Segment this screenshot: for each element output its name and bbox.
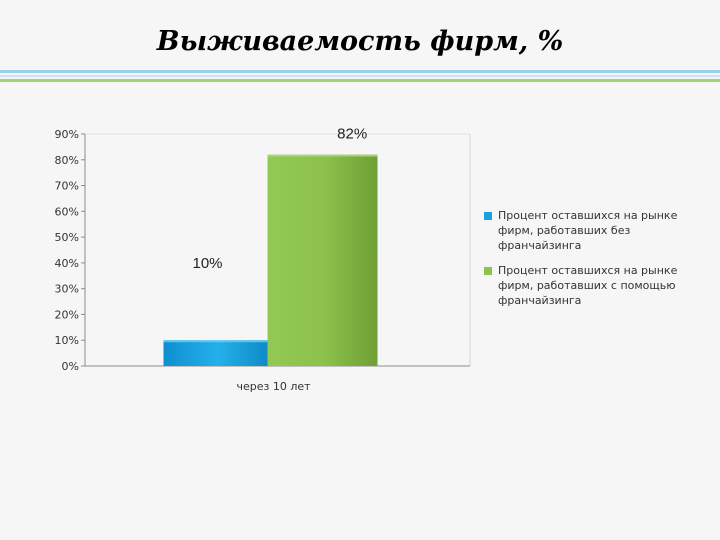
legend-item-series-1: Процент оставшихся на рынке фирм, работа… bbox=[484, 208, 699, 253]
y-tick-label: 10% bbox=[55, 334, 79, 347]
legend-item-series-2: Процент оставшихся на рынке фирм, работа… bbox=[484, 263, 699, 308]
bar-series-1 bbox=[163, 340, 274, 366]
y-tick-label: 20% bbox=[55, 308, 79, 321]
y-tick-label: 60% bbox=[55, 205, 79, 218]
stripe-light-blue bbox=[0, 75, 720, 77]
stripe-blue bbox=[0, 70, 720, 73]
chart-legend: Процент оставшихся на рынке фирм, работа… bbox=[484, 208, 699, 318]
bar-highlight-1 bbox=[163, 340, 274, 343]
data-label-series-2: 82% bbox=[337, 126, 367, 143]
decorative-stripes bbox=[0, 70, 720, 84]
y-tick-label: 0% bbox=[62, 360, 79, 373]
legend-label-series-1: Процент оставшихся на рынке фирм, работа… bbox=[498, 209, 678, 252]
y-tick-label: 80% bbox=[55, 154, 79, 167]
y-tick-label: 30% bbox=[55, 283, 79, 296]
x-category-label: через 10 лет bbox=[236, 380, 311, 393]
slide-title: Выживаемость фирм, % bbox=[156, 26, 564, 57]
legend-swatch-green bbox=[484, 267, 492, 275]
y-tick-label: 70% bbox=[55, 180, 79, 193]
bar-highlight-2 bbox=[267, 154, 378, 157]
stripe-green bbox=[0, 79, 720, 82]
data-label-series-1: 10% bbox=[192, 255, 222, 272]
legend-label-series-2: Процент оставшихся на рынке фирм, работа… bbox=[498, 264, 678, 307]
bar-series-2 bbox=[267, 154, 378, 366]
y-tick-label: 90% bbox=[55, 128, 79, 141]
legend-swatch-blue bbox=[484, 212, 492, 220]
y-tick-label: 40% bbox=[55, 257, 79, 270]
y-tick-label: 50% bbox=[55, 231, 79, 244]
